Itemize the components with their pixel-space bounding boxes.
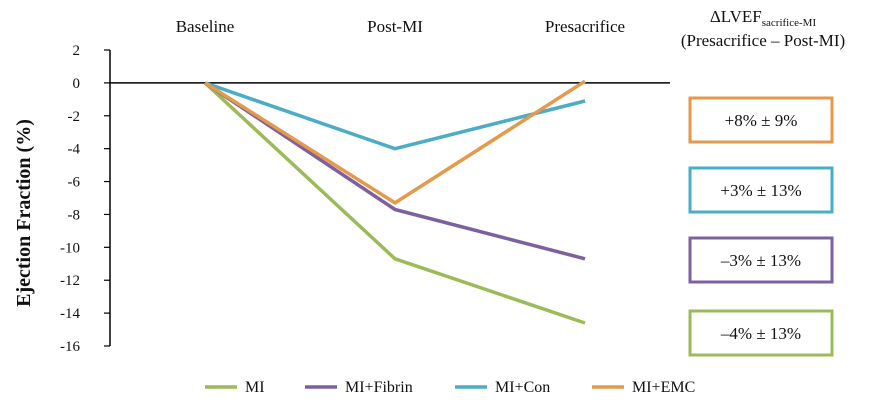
legend-label: MI	[245, 379, 265, 396]
annotation-header: ΔLVEFsacrifice-MI (Presacrifice – Post-MI…	[681, 7, 845, 50]
y-tick-label: -14	[60, 306, 80, 322]
annotation-boxes: +8% ± 9% +3% ± 13% –3% ± 13% –4% ± 13%	[688, 96, 834, 357]
annotation-text: –3% ± 13%	[720, 251, 801, 270]
series-line-mi	[203, 81, 586, 325]
annotation-text: –4% ± 13%	[720, 324, 801, 343]
y-tick-label: -4	[68, 142, 81, 158]
series-line-mi-con	[204, 81, 586, 151]
series-line-mi-fibrin	[204, 81, 586, 261]
y-tick-label: -10	[60, 240, 80, 256]
series-line-mi-emc	[204, 79, 586, 205]
y-axis: 2 0 -2 -4 -6 -8 -10 -12 -14 -16	[60, 43, 111, 355]
y-tick-label: -12	[60, 273, 80, 289]
y-tick-label: -6	[68, 175, 81, 191]
legend-label: MI+Con	[495, 379, 550, 396]
y-tick-label: -8	[68, 207, 81, 223]
y-tick-label: -16	[60, 339, 80, 355]
legend: MI MI+Fibrin MI+Con MI+EMC	[205, 379, 695, 396]
annotation-text: +3% ± 13%	[720, 181, 801, 200]
category-label: Presacrifice	[545, 17, 625, 36]
y-tick-label: 2	[73, 43, 81, 59]
annotation-box	[688, 166, 834, 214]
y-tick-label: 0	[73, 76, 81, 92]
annotation-text: +8% ± 9%	[725, 111, 798, 130]
y-tick-label: -2	[68, 109, 81, 125]
legend-label: MI+Fibrin	[345, 379, 413, 396]
annotation-header-line1: ΔLVEFsacrifice-MI	[710, 7, 817, 29]
annotation-box	[688, 309, 834, 357]
annotation-box	[688, 96, 834, 144]
legend-label: MI+EMC	[632, 379, 695, 396]
y-axis-label: Ejection Fraction (%)	[13, 119, 35, 307]
annotation-header-line2: (Presacrifice – Post-MI)	[681, 31, 845, 50]
category-labels: Baseline Post-MI Presacrifice	[176, 17, 625, 36]
annotation-box	[688, 236, 834, 284]
category-label: Post-MI	[367, 17, 423, 36]
category-label: Baseline	[176, 17, 235, 36]
series-lines	[203, 79, 586, 325]
